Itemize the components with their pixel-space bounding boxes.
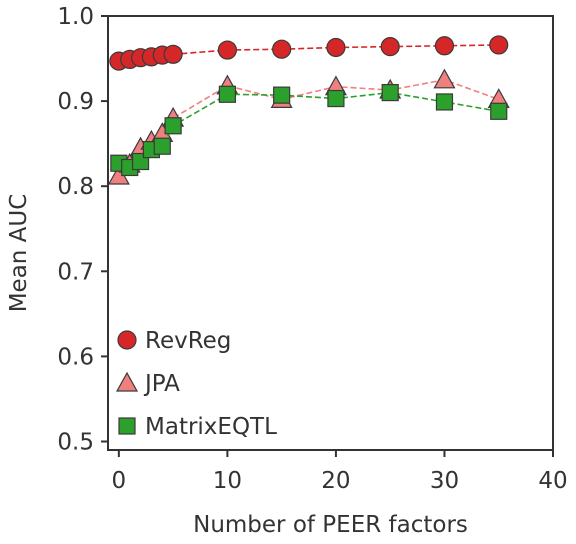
data-point bbox=[272, 39, 292, 59]
data-point bbox=[153, 137, 171, 155]
data-point bbox=[433, 68, 456, 89]
series-matrixeqtl bbox=[110, 83, 508, 177]
x-tick-label: 20 bbox=[321, 468, 350, 494]
x-tick-label: 0 bbox=[112, 468, 127, 494]
data-point bbox=[164, 117, 182, 135]
data-point bbox=[381, 83, 399, 102]
legend-marker-matrixeqtl bbox=[118, 417, 136, 435]
data-point bbox=[489, 35, 509, 55]
y-tick-label: 0.6 bbox=[57, 344, 94, 370]
x-axis-title: Number of PEER factors bbox=[193, 512, 468, 538]
legend-marker-jpa bbox=[115, 371, 139, 392]
series-revreg bbox=[109, 35, 509, 71]
series-layer bbox=[107, 35, 510, 185]
x-tick-label: 10 bbox=[213, 468, 242, 494]
data-point bbox=[434, 36, 455, 56]
x-tick-label: 30 bbox=[430, 468, 459, 494]
data-point bbox=[326, 37, 346, 58]
data-point bbox=[380, 37, 400, 57]
y-tick-label: 1.0 bbox=[57, 4, 94, 30]
data-point bbox=[490, 102, 508, 120]
y-tick-label: 0.7 bbox=[57, 259, 94, 285]
y-tick-label: 0.9 bbox=[57, 89, 94, 115]
data-point bbox=[163, 44, 183, 64]
y-tick-label: 0.5 bbox=[57, 429, 94, 455]
data-point bbox=[218, 85, 236, 103]
legend-label-jpa: JPA bbox=[143, 371, 180, 397]
tick-layer: 0 10 20 30 40 0.5 0.6 0.7 0.8 0.9 1.0 bbox=[57, 4, 567, 494]
y-axis-title: Mean AUC bbox=[6, 194, 32, 313]
legend-label-matrixeqtl: MatrixEQTL bbox=[145, 414, 277, 440]
y-tick-label: 0.8 bbox=[57, 174, 94, 200]
data-point bbox=[327, 89, 345, 108]
legend-marker-revreg bbox=[117, 330, 137, 350]
legend-label-revreg: RevReg bbox=[145, 328, 231, 354]
data-point bbox=[217, 40, 237, 60]
data-point bbox=[435, 93, 454, 111]
plot-frame bbox=[107, 15, 554, 451]
x-tick-label: 40 bbox=[538, 468, 567, 494]
legend: RevReg JPA MatrixEQTL bbox=[115, 328, 277, 440]
data-point bbox=[273, 86, 291, 104]
